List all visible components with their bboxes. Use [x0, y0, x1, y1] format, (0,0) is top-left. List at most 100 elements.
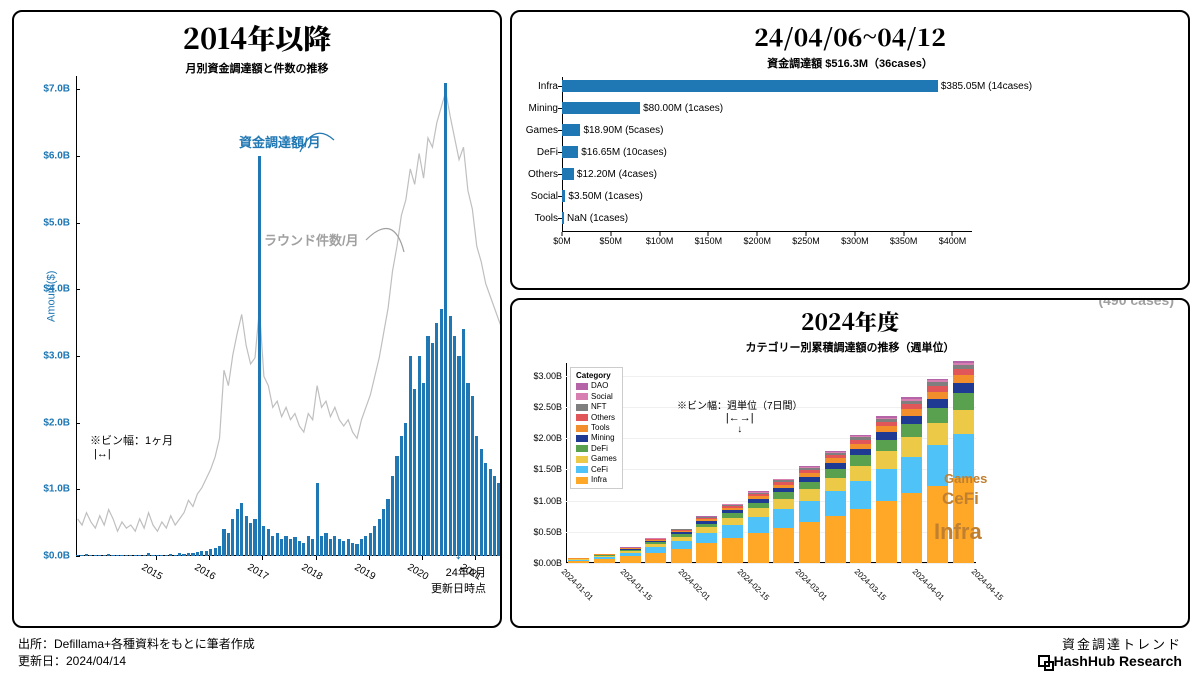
panel-weekly-hbar: 24/04/06~04/12 資金調達額 $516.3M（36cases） $0…	[510, 10, 1190, 290]
monthly-bar	[444, 83, 447, 556]
monthly-bar	[395, 456, 398, 556]
monthly-bar	[178, 553, 181, 556]
monthly-bar	[116, 555, 119, 556]
monthly-bar	[404, 423, 407, 556]
monthly-bar	[457, 356, 460, 556]
stacked-bar	[722, 504, 743, 563]
monthly-bar	[307, 536, 310, 556]
monthly-bar	[284, 536, 287, 556]
monthly-bar	[386, 499, 389, 556]
monthly-bar	[143, 555, 146, 556]
monthly-bar	[431, 343, 434, 556]
monthly-bar	[311, 539, 314, 556]
monthly-bar	[227, 533, 230, 556]
panel-a-title: 24/04/06~04/12	[522, 18, 1178, 53]
stacked-bar	[901, 397, 922, 563]
monthly-bar	[475, 436, 478, 556]
anno-bin-b: ※ビン幅：週単位（7日間） |←→| ↓	[677, 397, 803, 435]
monthly-bar	[316, 483, 319, 556]
monthly-bar	[480, 449, 483, 556]
overlay-label: CeFi	[942, 489, 979, 509]
monthly-bar	[80, 555, 83, 556]
stacked-bar	[850, 435, 871, 563]
monthly-bar	[89, 555, 92, 556]
monthly-bar	[422, 383, 425, 556]
stacked-bar	[594, 554, 615, 563]
monthly-bar	[360, 539, 363, 556]
monthly-bar	[462, 329, 465, 556]
monthly-bar	[382, 509, 385, 556]
panel-b-subtitle: カテゴリー別累積調達額の推移（週単位）	[522, 339, 1178, 355]
hbar-row: Games$18.90M (5cases)	[562, 121, 972, 139]
monthly-bar	[484, 463, 487, 556]
brand: 資金調達トレンド HashHub Research	[1038, 634, 1182, 669]
monthly-bar	[174, 555, 177, 556]
monthly-bar	[289, 539, 292, 556]
anno-bin: ※ビン幅：1ヶ月	[90, 432, 173, 448]
monthly-bar	[125, 555, 128, 556]
monthly-bar	[453, 336, 456, 556]
monthly-bar	[165, 555, 168, 556]
stacked-bar	[620, 547, 641, 563]
hbar-chart: $0M$50M$100M$150M$200M$250M$300M$350M$40…	[562, 77, 972, 252]
stacked-bar	[671, 529, 692, 563]
monthly-bar	[214, 548, 217, 556]
monthly-bar	[418, 356, 421, 556]
y-axis-left-label: Amount($)	[46, 271, 58, 322]
footer: 出所：Defillama+各種資料をもとに筆者作成 更新日：2024/04/14…	[18, 634, 1182, 669]
monthly-bar	[293, 537, 296, 556]
monthly-bar	[489, 469, 492, 556]
monthly-bar	[409, 356, 412, 556]
monthly-bar	[413, 389, 416, 556]
monthly-bar	[245, 516, 248, 556]
monthly-bar	[280, 539, 283, 556]
monthly-bar	[440, 309, 443, 556]
hbar-row: DeFi$16.65M (10cases)	[562, 143, 972, 161]
monthly-bar	[258, 156, 261, 556]
monthly-bar	[320, 536, 323, 556]
panel-c-subtitle: 月別資金調達額と件数の推移	[24, 60, 490, 76]
monthly-bar	[98, 555, 101, 556]
stacked-bar	[748, 491, 769, 563]
monthly-bar	[200, 551, 203, 556]
stacked-bar	[696, 516, 717, 563]
hbar-row: Social$3.50M (1cases)	[562, 187, 972, 205]
hbar-row: ToolsNaN (1cases)	[562, 209, 972, 227]
footer-source: 出所：Defillama+各種資料をもとに筆者作成	[18, 635, 255, 652]
stacked-bar	[773, 479, 794, 563]
monthly-bar	[493, 476, 496, 556]
monthly-bar	[471, 396, 474, 556]
monthly-bar	[466, 383, 469, 556]
panel-c-title: 2014年以降	[24, 18, 490, 58]
monthly-bar	[160, 555, 163, 556]
monthly-bar	[231, 519, 234, 556]
monthly-bar	[240, 503, 243, 556]
monthly-bar	[236, 509, 239, 556]
monthly-bar	[369, 533, 372, 556]
panel-since-2014: 2014年以降 月別資金調達額と件数の推移 Amount($) Rounds(_…	[12, 10, 502, 628]
monthly-bar	[147, 553, 150, 556]
monthly-bar	[85, 554, 88, 556]
monthly-bar	[138, 555, 141, 556]
hbar-row: Infra$385.05M (14cases)	[562, 77, 972, 95]
monthly-bar	[342, 541, 345, 556]
monthly-bar	[298, 541, 301, 556]
stacked-bar	[876, 416, 897, 563]
panel-b-totals: $3.23B (490 cases)	[1098, 298, 1174, 308]
monthly-bar	[222, 529, 225, 556]
monthly-bar	[249, 523, 252, 556]
legend: Category DAOSocialNFTOthersToolsMiningDe…	[570, 367, 623, 489]
monthly-bar	[497, 483, 500, 556]
monthly-bar	[120, 555, 123, 556]
stacked-chart: $0.00B$0.50B$1.00B$1.50B$2.00B$2.50B$3.0…	[566, 363, 976, 563]
monthly-bar	[351, 543, 354, 556]
monthly-bar	[94, 555, 97, 556]
monthly-bar	[373, 526, 376, 556]
monthly-bar	[191, 553, 194, 556]
stacked-bar	[799, 466, 820, 563]
anno-latest: ↓ 24年4月 更新日時点	[431, 546, 486, 596]
panel-2024-stacked: 2024年度 カテゴリー別累積調達額の推移（週単位） $3.23B (490 c…	[510, 298, 1190, 628]
monthly-bar	[76, 555, 79, 556]
monthly-bar	[302, 543, 305, 556]
monthly-bar	[324, 533, 327, 556]
